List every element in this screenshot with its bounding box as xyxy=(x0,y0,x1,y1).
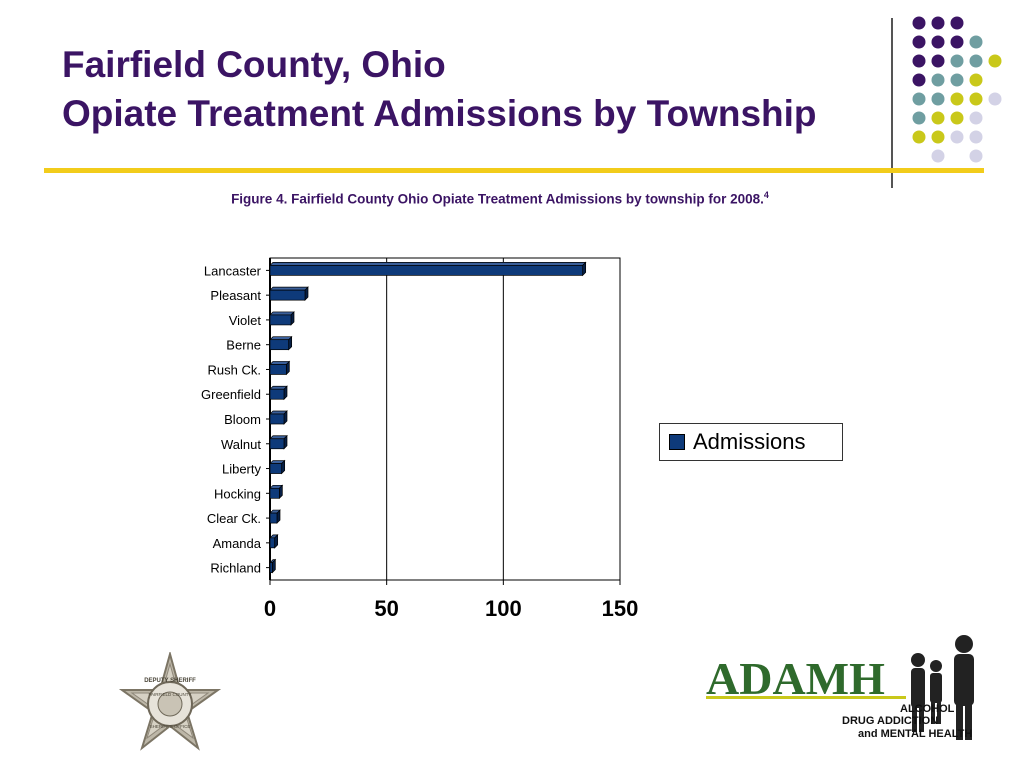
title-line-1: Fairfield County, Ohio xyxy=(62,44,446,85)
bar xyxy=(269,534,279,549)
x-tick-label: 100 xyxy=(485,596,522,621)
silhouette-family-icon xyxy=(911,635,974,740)
sheriff-badge-logo: DEPUTY SHERIFF FAIRFIELD COUNTY SHERIFF'… xyxy=(118,652,222,751)
chart-legend: Admissions xyxy=(659,423,843,461)
category-label: Walnut xyxy=(221,437,261,452)
adamh-logo: ADAMH ALCOHOL DRUG ADDICTION and MENTAL … xyxy=(706,635,974,740)
horizontal-divider xyxy=(44,168,984,173)
badge-text-top: DEPUTY SHERIFF xyxy=(144,678,196,684)
caption-text: Figure 4. Fairfield County Ohio Opiate T… xyxy=(231,191,764,207)
category-label: Violet xyxy=(229,313,262,328)
x-tick-label: 0 xyxy=(264,596,276,621)
adamh-line-3: and MENTAL HEALTH xyxy=(858,728,972,740)
slide-title: Fairfield County, Ohio Opiate Treatment … xyxy=(62,40,817,138)
figure-caption: Figure 4. Fairfield County Ohio Opiate T… xyxy=(0,190,1000,207)
caption-footnote: 4 xyxy=(763,190,769,200)
x-tick-label: 50 xyxy=(374,596,398,621)
bar xyxy=(269,434,288,450)
category-label: Bloom xyxy=(224,412,261,427)
category-label: Berne xyxy=(226,338,261,353)
legend-label: Admissions xyxy=(693,429,806,454)
category-label: Hocking xyxy=(214,486,261,501)
x-tick-label: 150 xyxy=(602,596,639,621)
title-line-2: Opiate Treatment Admissions by Township xyxy=(62,93,817,134)
bar xyxy=(269,410,288,425)
adamh-wordmark: ADAMH xyxy=(706,653,885,704)
badge-text-mid: FAIRFIELD COUNTY xyxy=(148,692,191,697)
vertical-divider xyxy=(891,18,893,188)
adamh-line-2: DRUG ADDICTION xyxy=(842,715,938,727)
legend-swatch xyxy=(669,434,685,450)
bar xyxy=(269,558,277,574)
bar xyxy=(269,484,284,500)
bar xyxy=(269,509,281,524)
category-label: Clear Ck. xyxy=(207,511,261,526)
bar-chart: 0 50 100 150 Lancaster Pleasant Violet Berne Rus… xyxy=(201,257,639,621)
bar xyxy=(269,385,288,401)
category-label: Lancaster xyxy=(204,263,262,278)
category-label: Richland xyxy=(210,561,261,576)
plot-area xyxy=(269,257,621,581)
badge-text-bottom: SHERIFF'S OFFICE xyxy=(150,724,191,729)
category-label: Amanda xyxy=(213,536,262,551)
adamh-line-1: ALCOHOL xyxy=(900,703,955,715)
bar xyxy=(269,360,291,376)
category-label: Pleasant xyxy=(210,288,261,303)
category-label: Greenfield xyxy=(201,387,261,402)
category-label: Liberty xyxy=(222,462,262,477)
bar xyxy=(269,459,286,475)
category-label: Rush Ck. xyxy=(208,362,261,377)
bar xyxy=(269,261,587,277)
bar xyxy=(269,335,293,351)
bar xyxy=(269,311,295,326)
bar xyxy=(269,286,309,301)
